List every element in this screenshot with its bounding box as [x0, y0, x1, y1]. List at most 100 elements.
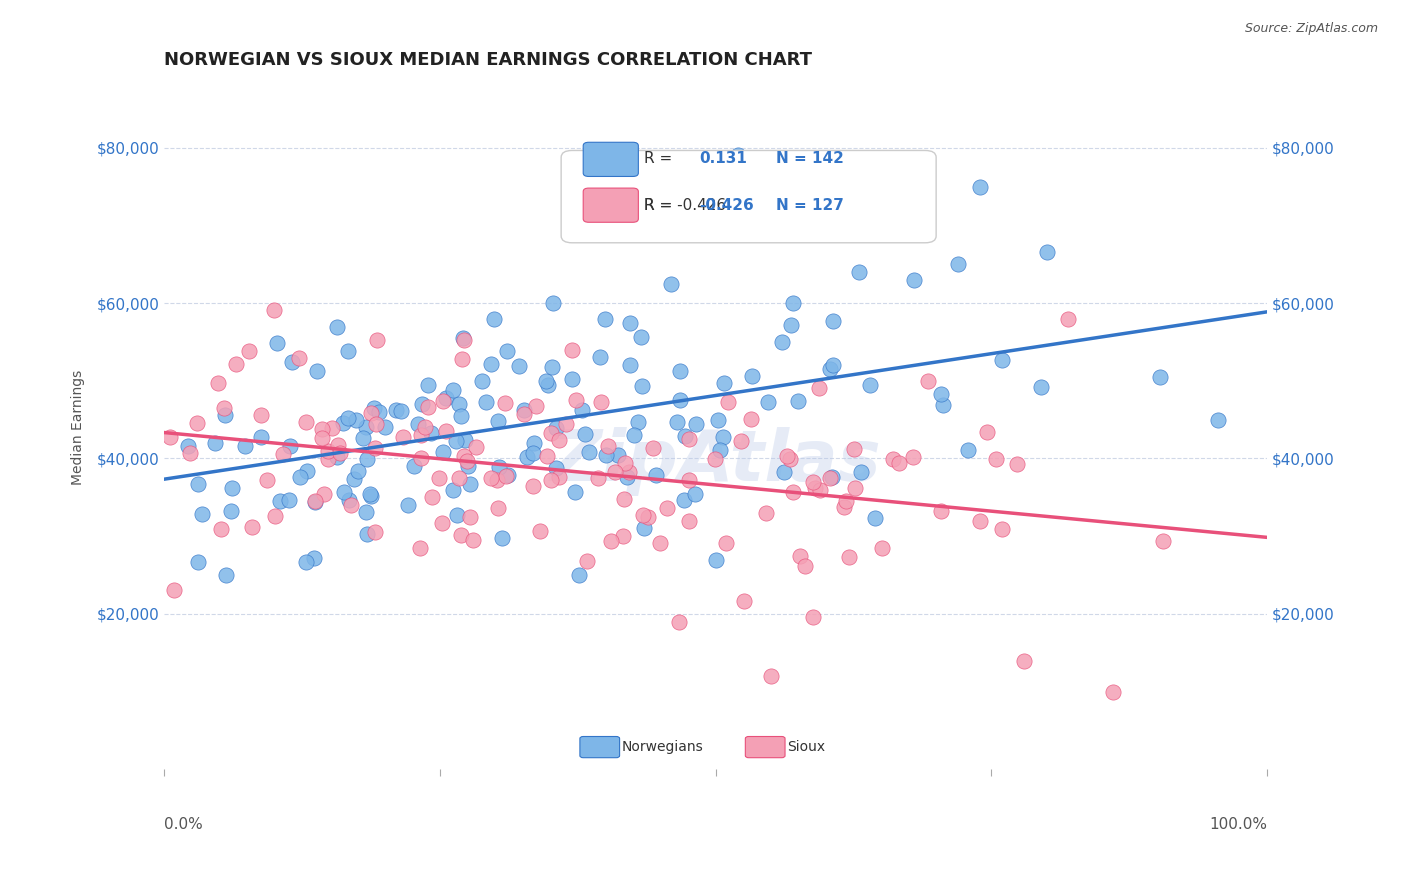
Sioux — [159, 430, 181, 444]
Sioux — [250, 408, 273, 422]
Sioux — [434, 424, 457, 438]
Norwegians — [561, 372, 583, 386]
Sioux — [555, 417, 578, 431]
Sioux — [311, 422, 333, 436]
Norwegians — [491, 531, 513, 545]
Text: Source: ZipAtlas.com: Source: ZipAtlas.com — [1244, 22, 1378, 36]
Sioux — [522, 479, 544, 493]
Norwegians — [359, 487, 381, 501]
Text: R =: R = — [644, 151, 678, 166]
Text: Sioux: Sioux — [787, 739, 825, 754]
Text: -0.426: -0.426 — [699, 198, 754, 212]
Norwegians — [818, 362, 841, 376]
Norwegians — [249, 430, 271, 444]
Sioux — [294, 415, 316, 429]
Norwegians — [770, 334, 793, 349]
Sioux — [834, 494, 856, 508]
Norwegians — [948, 257, 970, 271]
Sioux — [529, 524, 551, 538]
Norwegians — [474, 395, 496, 409]
Norwegians — [479, 357, 502, 371]
Sioux — [717, 394, 740, 409]
Norwegians — [219, 504, 242, 518]
Sioux — [759, 669, 782, 683]
Norwegians — [1035, 245, 1057, 260]
Norwegians — [929, 387, 952, 401]
Norwegians — [352, 431, 374, 445]
Norwegians — [588, 350, 610, 364]
Sioux — [449, 471, 471, 485]
Norwegians — [484, 311, 506, 326]
Sioux — [512, 408, 534, 422]
Norwegians — [727, 148, 749, 162]
Sioux — [432, 516, 454, 530]
Norwegians — [486, 414, 509, 428]
Norwegians — [780, 318, 803, 333]
Sioux — [617, 465, 640, 479]
Norwegians — [508, 359, 530, 373]
Sioux — [755, 506, 778, 520]
Sioux — [678, 473, 700, 487]
Norwegians — [823, 314, 845, 328]
Sioux — [782, 485, 804, 500]
Sioux — [363, 524, 385, 539]
Sioux — [613, 491, 636, 506]
Sioux — [650, 536, 672, 550]
Sioux — [807, 380, 830, 394]
Norwegians — [756, 394, 779, 409]
Text: 0.131: 0.131 — [699, 151, 747, 166]
Y-axis label: Median Earnings: Median Earnings — [72, 370, 86, 485]
Sioux — [366, 333, 388, 347]
Norwegians — [363, 401, 385, 416]
Norwegians — [782, 296, 804, 310]
Norwegians — [516, 450, 538, 465]
Sioux — [575, 554, 598, 568]
Sioux — [714, 536, 737, 550]
Sioux — [801, 610, 824, 624]
Norwegians — [496, 343, 519, 358]
Norwegians — [673, 429, 696, 443]
Norwegians — [537, 378, 560, 392]
Sioux — [486, 500, 509, 515]
Norwegians — [344, 412, 367, 426]
FancyBboxPatch shape — [583, 188, 638, 222]
Sioux — [486, 473, 509, 487]
Sioux — [882, 451, 904, 466]
Norwegians — [659, 277, 682, 292]
Norwegians — [416, 377, 439, 392]
Norwegians — [333, 484, 356, 499]
Sioux — [733, 594, 755, 608]
Sioux — [818, 471, 841, 485]
Norwegians — [278, 439, 301, 453]
Norwegians — [903, 273, 925, 287]
Sioux — [304, 493, 326, 508]
Norwegians — [177, 439, 200, 453]
Sioux — [842, 442, 865, 456]
Sioux — [678, 433, 700, 447]
Norwegians — [374, 419, 396, 434]
Norwegians — [342, 472, 364, 486]
Text: Norwegians: Norwegians — [621, 739, 703, 754]
Sioux — [360, 406, 382, 420]
Norwegians — [595, 448, 617, 462]
Sioux — [409, 428, 432, 442]
Sioux — [603, 465, 626, 479]
Text: ZipAtlas: ZipAtlas — [550, 427, 882, 496]
Text: NORWEGIAN VS SIOUX MEDIAN EARNINGS CORRELATION CHART: NORWEGIAN VS SIOUX MEDIAN EARNINGS CORRE… — [165, 51, 813, 69]
Sioux — [703, 451, 725, 466]
Sioux — [641, 441, 664, 455]
Sioux — [838, 550, 860, 565]
Norwegians — [277, 493, 299, 508]
Sioux — [678, 514, 700, 528]
Sioux — [238, 344, 260, 359]
Norwegians — [848, 265, 870, 279]
Norwegians — [969, 179, 991, 194]
Norwegians — [367, 405, 389, 419]
Sioux — [163, 582, 186, 597]
Sioux — [903, 450, 925, 464]
Sioux — [931, 503, 953, 517]
Norwegians — [571, 403, 593, 417]
Sioux — [364, 441, 387, 455]
Norwegians — [302, 550, 325, 565]
Sioux — [614, 456, 637, 470]
